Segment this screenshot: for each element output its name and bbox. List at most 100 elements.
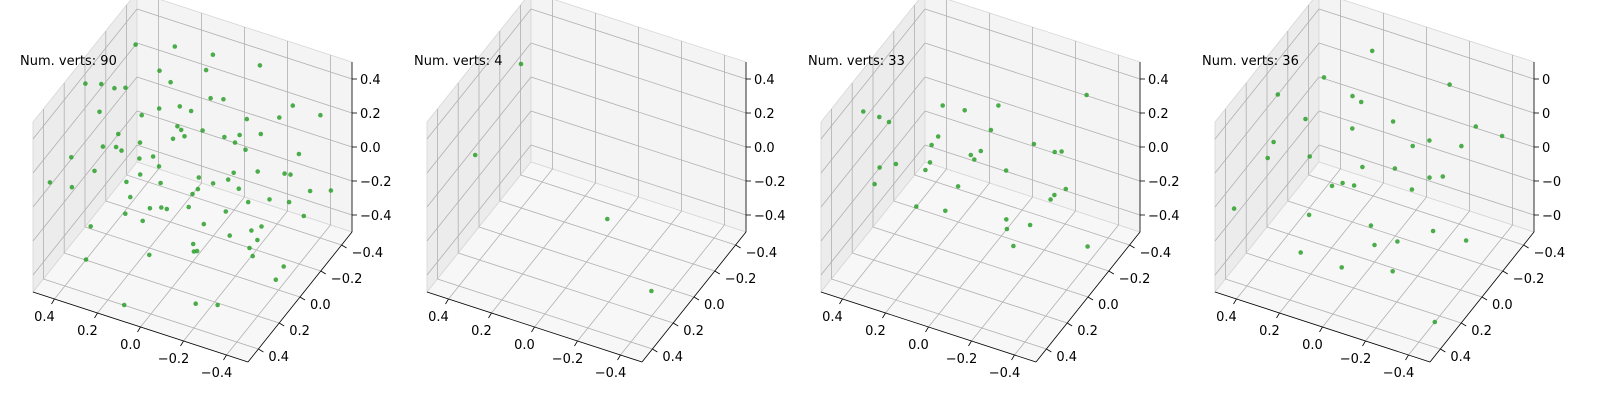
data-point [1298,250,1303,255]
data-point [190,241,196,247]
data-point [1339,265,1344,270]
grid-line [32,8,138,140]
y-tick-label: 0.4 [662,350,683,365]
y-tick-label: 0.2 [1471,324,1492,339]
y-tick-label: −0.2 [725,272,757,287]
data-point [245,199,251,205]
grid-line [1014,224,1119,356]
data-point [243,147,248,152]
data-point [157,68,162,73]
data-point [877,114,882,120]
data-point [1372,242,1377,248]
data-point [182,134,187,139]
y-tick [735,244,741,249]
y-tick-label: 0.2 [1077,324,1098,339]
data-point [1084,92,1089,98]
x-tick-label: 0.4 [822,310,843,325]
data-point [147,206,153,211]
grid-line [820,42,926,174]
data-point [255,237,260,243]
data-point [940,103,945,108]
data-point [247,245,252,251]
data-point [225,177,231,182]
data-point [1463,238,1469,243]
data-point [193,301,198,307]
data-point [472,152,478,158]
grid-line [1287,200,1503,272]
data-point [962,108,967,113]
data-point [128,194,133,200]
x-tick [574,340,578,347]
grid-line [136,8,353,80]
data-point [943,208,948,214]
z-tick-label: −0.4 [754,209,786,224]
data-point [190,191,195,197]
data-point [124,179,129,185]
data-point [1358,99,1364,105]
data-point [935,134,941,139]
data-point [210,52,216,57]
data-point [47,180,53,185]
z-tick-label: 0.2 [1148,107,1169,122]
z-tick-label: −0.2 [360,175,392,190]
grid-line [136,42,353,114]
grid-line [872,226,1089,298]
grid-line [914,174,1130,246]
grid-line [478,226,695,298]
data-point [159,205,164,210]
y-tick-label: −0.4 [1140,246,1172,261]
y-tick [299,296,306,301]
data-point [972,157,977,162]
grid-line [1318,42,1535,114]
data-point [968,152,974,158]
y-tick-label: 0.0 [704,298,725,313]
x-tick [94,312,98,319]
data-point [307,188,313,194]
data-point [222,134,227,140]
x-tick [1011,354,1015,361]
data-point [1395,239,1400,244]
y-tick [1066,322,1073,327]
subplot-title: Num. verts: 4 [414,54,503,69]
data-point [158,180,163,186]
data-point [277,115,282,120]
x-tick [1362,340,1366,347]
data-point [119,148,124,153]
z-tick-label: −0.4 [1148,209,1180,224]
data-point [518,61,524,67]
data-point [1430,228,1436,234]
x-tick [51,298,55,305]
y-tick [278,322,285,327]
data-point [201,221,207,227]
y-tick [693,296,700,301]
grid-line [126,174,342,246]
data-point [281,264,287,269]
data-point [1473,124,1479,129]
data-point [1360,164,1365,170]
z-tick-label: −0 [1542,175,1561,190]
grid-line [971,210,1076,342]
data-point [257,63,263,68]
grid-line [426,8,532,140]
data-point [1059,149,1064,154]
z-tick-label: 0.4 [754,73,775,88]
grid-line [893,200,1109,272]
grid-line [820,76,926,208]
data-point [133,42,138,47]
data-point [282,171,287,176]
x-tick [968,340,972,347]
x-tick [1319,326,1323,333]
grid-line [1318,76,1535,148]
subplot-title: Num. verts: 36 [1202,54,1299,69]
data-point [273,277,279,283]
grid-line [530,8,747,80]
x-tick [531,326,535,333]
x-tick-label: −0.2 [946,352,978,367]
grid-line [1308,174,1524,246]
z-tick-label: −0.4 [360,209,392,224]
data-point [1440,174,1446,179]
grid-line [136,76,353,148]
grid-line [1318,8,1535,80]
z-tick-label: −0 [1542,209,1561,224]
data-point [168,79,173,85]
